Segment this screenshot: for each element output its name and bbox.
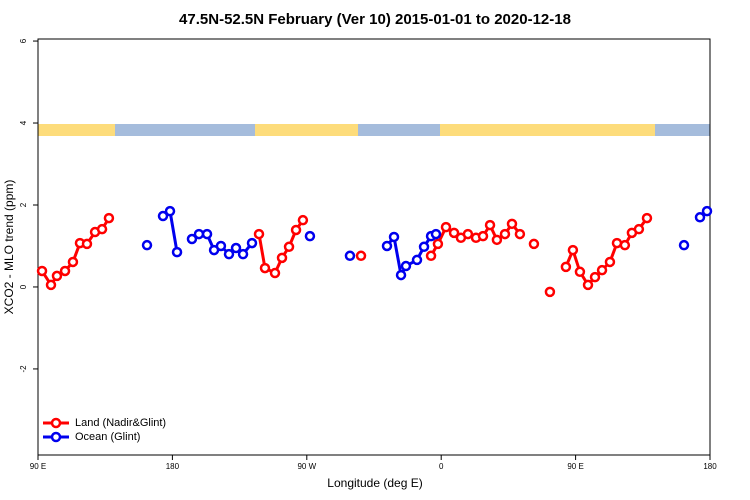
point xyxy=(440,221,452,233)
point xyxy=(528,238,540,250)
point xyxy=(604,256,616,268)
point xyxy=(51,270,63,282)
point xyxy=(678,239,690,251)
point xyxy=(297,214,309,226)
point xyxy=(560,261,572,273)
point xyxy=(499,228,511,240)
chart-title: 47.5N-52.5N February (Ver 10) 2015-01-01… xyxy=(179,11,571,28)
point xyxy=(141,239,153,251)
point xyxy=(506,218,518,230)
point xyxy=(290,224,302,236)
x-tick-label: 180 xyxy=(703,462,717,471)
legend-label: Ocean (Glint) xyxy=(75,431,140,443)
point xyxy=(67,256,79,268)
point xyxy=(381,240,393,252)
point xyxy=(215,240,227,252)
legend-label: Land (Nadir&Glint) xyxy=(75,417,166,429)
point xyxy=(641,212,653,224)
point xyxy=(574,266,586,278)
point xyxy=(246,237,258,249)
point xyxy=(237,248,249,260)
point xyxy=(430,228,442,240)
x-tick-label: 180 xyxy=(166,462,180,471)
point xyxy=(448,227,460,239)
point xyxy=(491,234,503,246)
point xyxy=(45,279,57,291)
legend-marker xyxy=(50,431,62,443)
x-axis-label: Longitude (deg E) xyxy=(327,476,422,490)
point xyxy=(355,250,367,262)
point xyxy=(269,267,281,279)
point xyxy=(59,265,71,277)
point xyxy=(477,230,489,242)
point xyxy=(164,205,176,217)
point xyxy=(633,223,645,235)
point xyxy=(567,244,579,256)
point xyxy=(96,223,108,235)
point xyxy=(596,264,608,276)
point xyxy=(589,271,601,283)
land-ocean-strip xyxy=(38,124,710,136)
point xyxy=(400,260,412,272)
point xyxy=(230,242,242,254)
series-line xyxy=(40,217,649,288)
point xyxy=(304,230,316,242)
x-tick-label: 90 E xyxy=(30,462,46,471)
point xyxy=(81,238,93,250)
y-tick-label: 2 xyxy=(19,202,28,207)
point xyxy=(259,262,271,274)
y-tick-label: -2 xyxy=(19,365,28,373)
point xyxy=(395,269,407,281)
point xyxy=(344,250,356,262)
y-axis-label: XCO2 - MLO trend (ppm) xyxy=(2,180,16,315)
point xyxy=(388,231,400,243)
y-tick-label: 0 xyxy=(19,284,28,289)
point xyxy=(193,228,205,240)
point xyxy=(694,212,706,223)
point xyxy=(462,228,474,240)
x-tick-label: 90 E xyxy=(567,462,583,471)
point xyxy=(484,219,496,231)
point xyxy=(432,238,444,250)
x-tick-label: 90 W xyxy=(297,462,316,471)
point xyxy=(544,286,556,298)
point xyxy=(103,212,115,224)
point xyxy=(201,228,213,240)
y-tick-label: 4 xyxy=(19,120,28,125)
point xyxy=(418,241,430,253)
point xyxy=(276,252,288,264)
point xyxy=(425,250,437,262)
point xyxy=(411,254,423,266)
point xyxy=(186,233,198,245)
plot-frame xyxy=(37,38,711,456)
point xyxy=(223,248,235,260)
point xyxy=(36,265,48,277)
legend-marker xyxy=(50,417,62,429)
point xyxy=(253,228,265,240)
y-tick-label: 6 xyxy=(19,38,28,43)
point xyxy=(157,210,169,222)
point xyxy=(514,228,526,240)
point xyxy=(283,241,295,253)
point xyxy=(171,246,183,258)
x-tick-label: 0 xyxy=(439,462,444,471)
point xyxy=(582,279,594,291)
point xyxy=(701,205,713,217)
point xyxy=(619,239,631,251)
